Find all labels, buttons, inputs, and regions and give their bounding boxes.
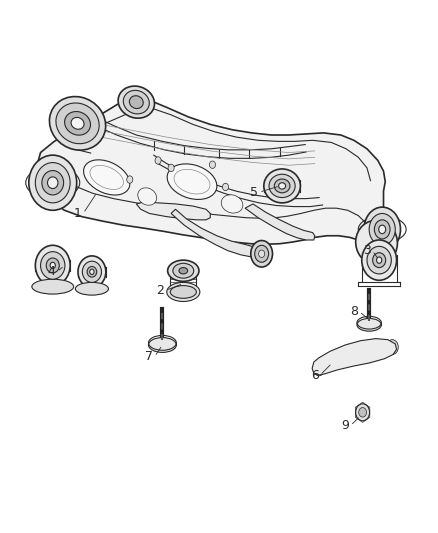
Ellipse shape: [90, 269, 94, 274]
Ellipse shape: [35, 245, 70, 286]
Ellipse shape: [362, 240, 396, 280]
Ellipse shape: [373, 253, 386, 268]
Ellipse shape: [129, 96, 143, 109]
Ellipse shape: [41, 163, 49, 173]
Ellipse shape: [167, 282, 200, 302]
Ellipse shape: [138, 188, 157, 205]
Ellipse shape: [258, 250, 265, 257]
Ellipse shape: [84, 160, 130, 195]
Ellipse shape: [29, 155, 77, 211]
Text: 3: 3: [363, 244, 371, 257]
Ellipse shape: [35, 163, 70, 203]
Ellipse shape: [32, 279, 74, 294]
Circle shape: [389, 343, 395, 351]
Ellipse shape: [49, 96, 106, 150]
Circle shape: [223, 183, 229, 191]
Ellipse shape: [64, 111, 91, 135]
Ellipse shape: [118, 86, 155, 118]
Text: 2: 2: [156, 284, 164, 297]
Text: 9: 9: [341, 419, 349, 432]
Ellipse shape: [124, 91, 149, 114]
Ellipse shape: [87, 266, 97, 277]
Ellipse shape: [374, 220, 390, 239]
Circle shape: [209, 161, 215, 168]
Ellipse shape: [377, 257, 382, 263]
Ellipse shape: [170, 286, 196, 298]
Ellipse shape: [221, 195, 243, 213]
Ellipse shape: [379, 225, 386, 233]
Ellipse shape: [82, 261, 102, 282]
Polygon shape: [136, 202, 210, 220]
Ellipse shape: [47, 177, 58, 189]
Circle shape: [168, 164, 174, 172]
Ellipse shape: [264, 169, 300, 203]
Text: 6: 6: [311, 369, 319, 382]
Circle shape: [386, 340, 398, 354]
Circle shape: [127, 176, 133, 183]
Circle shape: [155, 157, 161, 164]
Text: 1: 1: [74, 207, 81, 220]
Ellipse shape: [357, 318, 381, 331]
Polygon shape: [171, 209, 262, 257]
Ellipse shape: [269, 174, 295, 198]
Ellipse shape: [46, 258, 59, 273]
Polygon shape: [245, 204, 315, 240]
Ellipse shape: [41, 192, 49, 203]
Ellipse shape: [56, 103, 99, 144]
Text: 5: 5: [250, 186, 258, 199]
Ellipse shape: [254, 245, 268, 262]
Circle shape: [356, 404, 370, 421]
Polygon shape: [312, 338, 396, 375]
Ellipse shape: [369, 214, 395, 245]
Ellipse shape: [179, 268, 187, 274]
Circle shape: [359, 408, 367, 417]
Ellipse shape: [168, 260, 199, 281]
Ellipse shape: [356, 220, 397, 265]
Ellipse shape: [274, 179, 290, 193]
Ellipse shape: [75, 282, 109, 295]
Ellipse shape: [167, 164, 217, 199]
Ellipse shape: [41, 252, 65, 279]
Ellipse shape: [42, 171, 64, 195]
Ellipse shape: [173, 263, 194, 278]
Ellipse shape: [50, 262, 55, 269]
Text: 4: 4: [47, 265, 55, 278]
Ellipse shape: [148, 337, 177, 352]
Ellipse shape: [279, 183, 286, 189]
Text: 8: 8: [350, 305, 358, 318]
Ellipse shape: [251, 240, 272, 267]
Text: 7: 7: [145, 350, 153, 363]
Circle shape: [316, 365, 322, 372]
Polygon shape: [37, 97, 385, 280]
Ellipse shape: [78, 256, 106, 288]
Ellipse shape: [367, 246, 391, 274]
Ellipse shape: [71, 117, 84, 129]
Circle shape: [313, 361, 325, 376]
Ellipse shape: [364, 207, 400, 252]
